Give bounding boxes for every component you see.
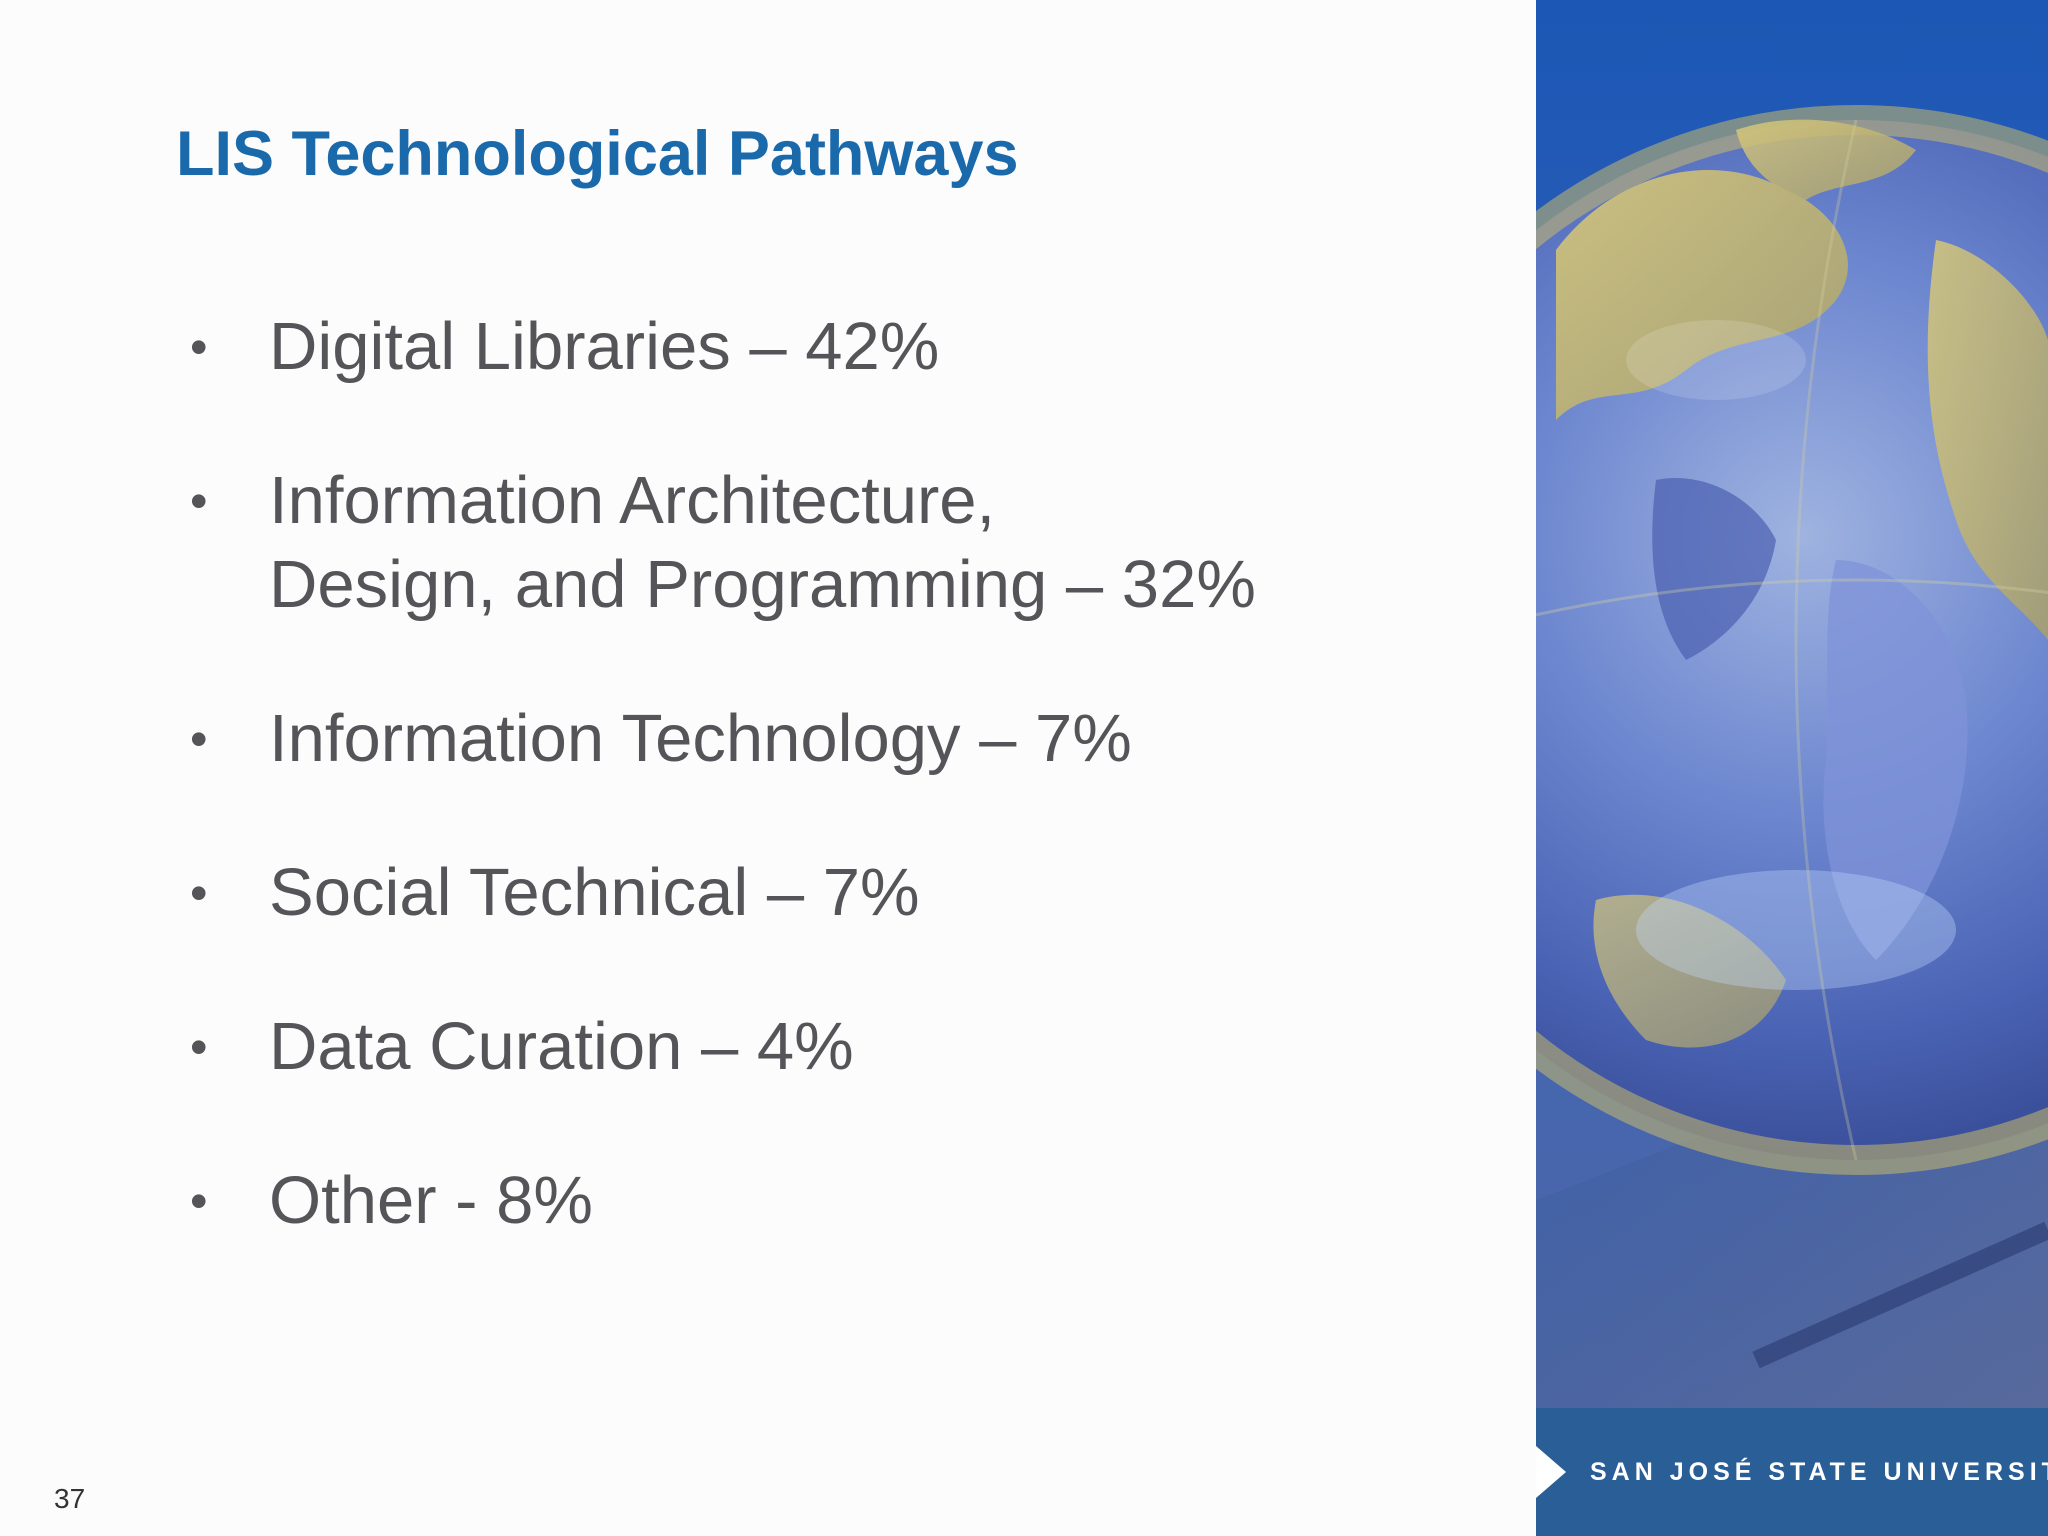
bullet-text: Information Technology – 7% — [269, 701, 1132, 776]
university-name: SAN JOSÉ STATE UNIVERSITY — [1590, 1458, 2048, 1486]
bullet-text: Information Architecture, — [269, 463, 996, 538]
bullet-marker: • — [190, 473, 208, 529]
bullet-item: • Information Technology – 7% — [190, 697, 1470, 781]
bullet-text-continued: Design, and Programming – 32% — [269, 547, 1256, 622]
bullet-item: • Data Curation – 4% — [190, 1005, 1470, 1089]
bullet-text: Digital Libraries – 42% — [269, 309, 940, 384]
bullet-list: • Digital Libraries – 42% • Information … — [190, 305, 1470, 1313]
bullet-text: Other - 8% — [269, 1163, 593, 1238]
university-footer: SAN JOSÉ STATE UNIVERSITY — [1536, 1408, 2048, 1536]
slide-title: LIS Technological Pathways — [176, 119, 1019, 189]
bullet-text: Social Technical – 7% — [269, 855, 920, 930]
bullet-item: • Information Architecture, Design, and … — [190, 459, 1470, 627]
bullet-item: • Social Technical – 7% — [190, 851, 1470, 935]
bullet-marker: • — [190, 711, 208, 767]
globe-photo — [1536, 0, 2048, 1408]
bullet-marker: • — [190, 1173, 208, 1229]
page-number: 37 — [54, 1483, 86, 1514]
bullet-marker: • — [190, 865, 208, 921]
triangle-arrow-icon — [1536, 1446, 1566, 1498]
bullet-item: • Digital Libraries – 42% — [190, 305, 1470, 389]
bullet-item: • Other - 8% — [190, 1159, 1470, 1243]
bullet-marker: • — [190, 319, 208, 375]
bullet-marker: • — [190, 1019, 208, 1075]
bullet-text: Data Curation – 4% — [269, 1009, 854, 1084]
